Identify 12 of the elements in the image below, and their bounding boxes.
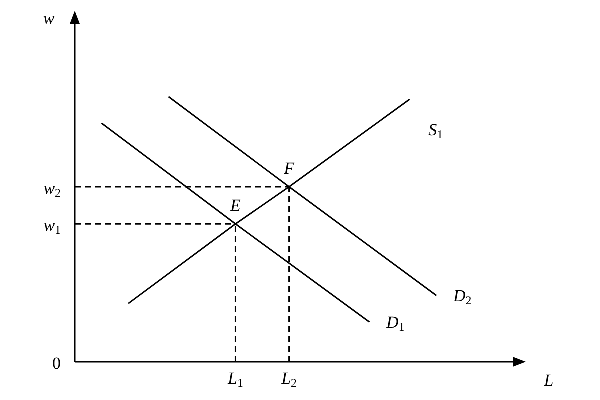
series-label: S$_{1}$ [428,120,444,142]
y-axis-title: w [43,9,56,28]
ref-line-label: w$_{1}$ [44,216,62,238]
ref-line-label: w$_{2}$ [44,179,62,200]
annotation: E [230,196,242,216]
x-axis-title: L [543,371,554,390]
x-tick-label: L$_{2}$ [280,369,298,390]
annotation: F [283,159,296,178]
text: 0 [52,354,61,373]
series-label: D$_{2}$ [452,286,472,308]
series-label: D$_{1}$ [386,313,405,334]
x-tick-label: L$_{1}$ [227,369,244,390]
